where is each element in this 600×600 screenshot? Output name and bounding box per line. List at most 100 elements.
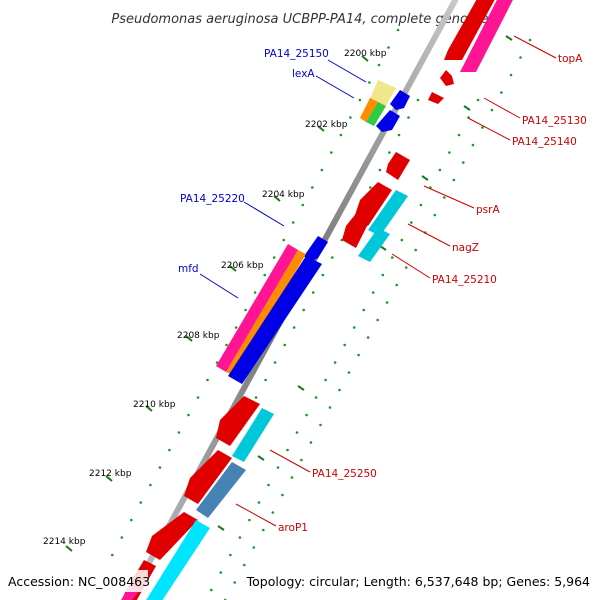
guide-dot [120, 536, 124, 539]
guide-dot [111, 553, 114, 557]
guide-dot [391, 256, 394, 259]
gene-lexA-orange [360, 98, 378, 122]
tick-label-2206: 2206 kbp [221, 261, 264, 271]
minor-ticks [217, 35, 513, 531]
label-PA14_25130[interactable]: PA14_25130 [522, 115, 587, 127]
guide-dot [438, 168, 442, 172]
gene-topA-arrow [444, 0, 495, 60]
guide-dot [262, 528, 265, 532]
guide-dot [330, 151, 333, 154]
guide-dot [290, 476, 294, 479]
gene-PA14_25140 [428, 92, 444, 104]
guide-dot [471, 143, 475, 147]
label-PA14_25140[interactable]: PA14_25140 [512, 136, 577, 148]
gene-labels: PA14_25150 lexA PA14_25220 mfd topA PA14… [178, 48, 587, 534]
tick-label-2200: 2200 kbp [344, 49, 387, 59]
guide-dot [196, 396, 200, 399]
guide-dot [305, 413, 308, 417]
guide-dot [282, 238, 286, 242]
label-lexA[interactable]: lexA [292, 68, 315, 80]
guide-dot [397, 133, 401, 137]
map-title: Pseudomonas aeruginosa UCBPP-PA14, compl… [111, 12, 488, 27]
gene-mfd-blue [228, 256, 322, 384]
gene-aroP1 [196, 462, 246, 518]
label-nagZ[interactable]: nagZ [452, 242, 479, 254]
guide-dot [300, 458, 303, 462]
gene-nagZ [368, 190, 408, 236]
guide-dot [271, 511, 275, 514]
guide-dot [187, 413, 190, 417]
label-psrA[interactable]: psrA [476, 204, 500, 216]
guide-dot [416, 98, 420, 102]
guide-dot [324, 378, 327, 382]
guide-dots [111, 28, 532, 600]
tick-mark [361, 55, 369, 62]
guide-dot [328, 406, 332, 409]
inner-strand-genes [216, 80, 410, 384]
guide-dot [130, 518, 133, 522]
guide-dot [387, 46, 390, 49]
guide-dot [385, 301, 389, 304]
label-PA14_25150[interactable]: PA14_25150 [264, 48, 329, 60]
guide-dot [528, 38, 532, 42]
tick-label-2212: 2212 kbp [89, 469, 132, 479]
guide-dot [349, 116, 352, 119]
guide-dot [481, 126, 484, 129]
guide-dot [281, 493, 284, 497]
guide-dot [333, 361, 337, 364]
label-mfd[interactable]: mfd [178, 263, 199, 275]
tick-mark [273, 195, 281, 202]
guide-dot [314, 396, 318, 399]
guide-dot [395, 283, 399, 287]
gene-red-low3 [146, 512, 198, 560]
guide-dot [243, 563, 246, 567]
gene-red-low1 [216, 396, 260, 446]
guide-dot [257, 501, 261, 504]
tick-mark [229, 265, 237, 272]
guide-dot [362, 308, 366, 312]
guide-dot [448, 151, 451, 154]
label-PA14_25220[interactable]: PA14_25220 [180, 193, 245, 205]
guide-dot [301, 203, 305, 207]
guide-dot [331, 256, 334, 259]
guide-dot [225, 343, 228, 347]
gene-lexA-green [366, 102, 386, 126]
guide-dot [168, 448, 171, 452]
guide-dot [500, 91, 503, 94]
guide-dot [233, 581, 236, 584]
gene-cyan-low [146, 520, 210, 600]
label-PA14_25250[interactable]: PA14_25250 [312, 468, 377, 480]
guide-dot [286, 448, 289, 452]
guide-dot [476, 98, 480, 102]
guide-dot [519, 56, 522, 59]
guide-dot [302, 308, 306, 312]
guide-dot [291, 221, 295, 224]
guide-dot [419, 203, 423, 207]
gene-blue-mid [304, 236, 328, 262]
guide-dot [388, 151, 391, 154]
guide-dot [219, 571, 223, 574]
guide-dot [376, 318, 379, 322]
guide-dot [396, 28, 400, 32]
label-PA14_25210[interactable]: PA14_25210 [432, 274, 497, 286]
guide-dot [414, 248, 418, 252]
guide-dot [358, 98, 362, 102]
guide-dot [311, 291, 315, 294]
guide-dot [343, 343, 347, 347]
gene-psrA [386, 152, 410, 180]
tick-label-2204: 2204 kbp [262, 190, 305, 200]
gene-PA14_25250 [232, 408, 274, 462]
guide-dot [158, 466, 162, 469]
label-aroP1[interactable]: aroP1 [278, 522, 308, 534]
guide-dot [347, 371, 351, 374]
guide-dot [309, 441, 313, 444]
guide-dot [295, 431, 299, 434]
accession-text: Accession: NC_008463 [8, 574, 150, 589]
guide-dot [149, 483, 152, 487]
tick-mark [185, 335, 193, 342]
gene-PA14_25210 [358, 228, 390, 262]
guide-dot [352, 326, 356, 329]
label-topA[interactable]: topA [558, 53, 583, 65]
gene-topA-magenta [460, 0, 513, 72]
gene-mfd-orange [226, 250, 306, 376]
